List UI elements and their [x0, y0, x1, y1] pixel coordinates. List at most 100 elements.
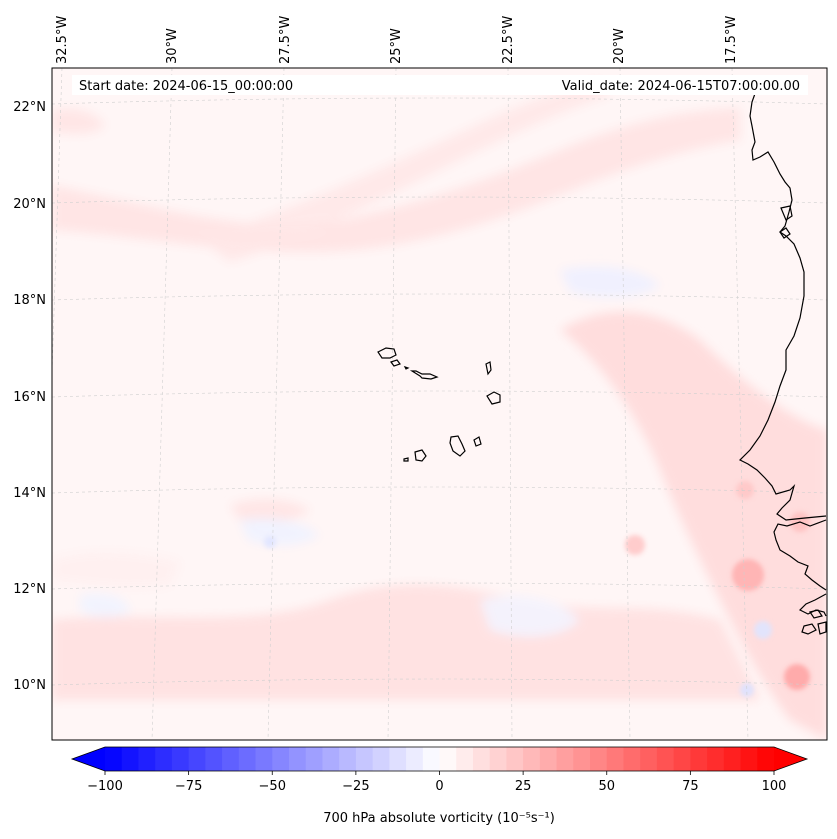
vorticity-patch-west [52, 552, 180, 588]
colorbar-segment [105, 747, 123, 771]
colorbar-segment [372, 747, 390, 771]
colorbar-tick-label: 75 [682, 779, 699, 794]
colorbar-segment [155, 747, 173, 771]
island-sao-nicolau [409, 370, 439, 380]
island-banc-arguin [780, 205, 793, 221]
colorbar-segment [171, 747, 190, 771]
vorticity-band-diagonal [200, 80, 610, 262]
lat-label-10n: 10°N [13, 678, 46, 693]
meridian-22.5w [507, 68, 513, 740]
coast-gambia-guinea-bissau [773, 519, 827, 591]
colorbar-segment [288, 747, 307, 771]
parallel-14n [52, 486, 827, 494]
negative-vorticity-patch-4 [80, 593, 130, 618]
colorbar-segment [439, 747, 457, 771]
colorbar: −100 −75 −50 −25 0 25 50 75 100 700 hPa absolute… [70, 746, 809, 826]
coast-bijagos [798, 593, 827, 617]
colorbar-segment [121, 747, 140, 771]
colorbar-segment [322, 747, 340, 771]
header-box [72, 75, 808, 95]
lon-label-20w: 20°W [612, 28, 627, 64]
parallel-12n [52, 582, 827, 590]
colorbar-segment [389, 747, 407, 771]
colorbar-segment [740, 747, 758, 771]
meridian-27.5w [267, 68, 285, 740]
lat-label-12n: 12°N [13, 582, 46, 597]
negative-vorticity-patch-1 [480, 596, 580, 637]
colorbar-segment [472, 747, 491, 771]
colorbar-segment [640, 747, 658, 771]
vorticity-max-5 [736, 481, 754, 499]
colorbar-segment [205, 747, 223, 771]
colorbar-tick-label: −100 [87, 779, 123, 794]
negative-vorticity-patch-3 [240, 518, 320, 546]
colorbar-segment [707, 747, 725, 771]
vorticity-patch-southwest [230, 498, 310, 523]
vorticity-patch-northwest [52, 108, 105, 134]
lon-label-25w: 25°W [389, 28, 404, 64]
island-brava [403, 457, 409, 462]
lat-label-14n: 14°N [13, 486, 46, 501]
colorbar-tick-label: −75 [175, 779, 202, 794]
colorbar-ticks: −100 −75 −50 −25 0 25 50 75 100 [87, 771, 786, 794]
parallel-10n [52, 678, 827, 686]
colorbar-tick-label: 50 [598, 779, 615, 794]
colorbar-segment [406, 747, 424, 771]
island-maio [473, 436, 482, 447]
map-frame [51, 67, 828, 741]
lat-label-16n: 16°N [13, 390, 46, 405]
island-santo-antao [377, 347, 397, 359]
colorbar-segment [690, 747, 708, 771]
cape-verde-islands [377, 347, 501, 462]
lon-label-27.5w: 27.5°W [278, 16, 293, 64]
lon-label-30w: 30°W [165, 28, 180, 64]
meridian-30w [151, 68, 173, 740]
colorbar-segment [506, 747, 524, 771]
vorticity-min-2 [740, 683, 754, 697]
island-santa-luzia [403, 365, 410, 370]
colorbar-segment [305, 747, 324, 771]
meridian-25w [387, 68, 397, 740]
colorbar-segment [523, 747, 541, 771]
island-boa-vista [486, 391, 501, 405]
graticule [52, 68, 827, 740]
colorbar-segment [238, 747, 257, 771]
colorbar-extend-max [774, 747, 807, 771]
vorticity-max-2 [784, 664, 810, 690]
lat-label-20n: 20°N [13, 197, 46, 212]
colorbar-segment [590, 747, 608, 771]
colorbar-segment [272, 747, 290, 771]
parallel-18n [52, 293, 827, 301]
vorticity-min-1 [754, 621, 772, 639]
colorbar-segment [656, 747, 675, 771]
colorbar-segment [355, 747, 374, 771]
map-panel [52, 68, 827, 740]
valid-date-label: Valid_date: 2024-06-15T07:00:00.00 [562, 79, 800, 94]
vorticity-min-3 [264, 536, 276, 548]
island-sal [485, 361, 492, 376]
parallel-22n [52, 97, 827, 105]
lon-label-17.5w: 17.5°W [724, 16, 739, 64]
lat-label-18n: 18°N [13, 293, 46, 308]
island-bijagos-2 [801, 623, 817, 635]
island-sao-vicente [390, 359, 401, 367]
lon-label-32.5w: 32.5°W [55, 16, 70, 64]
longitude-labels: 32.5°W 30°W 27.5°W 25°W 22.5°W 20°W 17.5… [55, 16, 739, 64]
island-bijagos-1 [809, 609, 823, 619]
start-date-label: Start date: 2024-06-15_00:00:00 [79, 79, 293, 94]
vorticity-field [52, 80, 827, 740]
colorbar-segment [255, 747, 273, 771]
colorbar-segment [757, 747, 775, 771]
vorticity-max-1 [732, 559, 764, 591]
lat-label-22n: 22°N [13, 100, 46, 115]
vorticity-band-south [52, 584, 760, 700]
colorbar-segment [673, 747, 691, 771]
colorbar-segment [222, 747, 240, 771]
colorbar-segment [606, 747, 625, 771]
colorbar-segment [556, 747, 574, 771]
parallel-16n [52, 390, 827, 398]
colorbar-segment [539, 747, 558, 771]
colorbar-tick-label: −25 [342, 779, 369, 794]
colorbar-segment [456, 747, 474, 771]
